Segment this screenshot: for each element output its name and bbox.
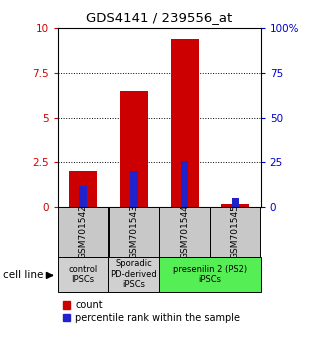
- Bar: [79, 185, 87, 207]
- Bar: [171, 39, 199, 207]
- Text: GSM701543: GSM701543: [129, 204, 138, 259]
- Bar: [109, 207, 159, 257]
- Bar: [159, 207, 210, 257]
- Text: GSM701544: GSM701544: [180, 205, 189, 259]
- Text: presenilin 2 (PS2)
iPSCs: presenilin 2 (PS2) iPSCs: [173, 265, 247, 284]
- Title: GDS4141 / 239556_at: GDS4141 / 239556_at: [86, 11, 232, 24]
- Bar: [58, 257, 109, 292]
- Bar: [232, 198, 239, 207]
- Bar: [181, 161, 188, 207]
- Text: GSM701545: GSM701545: [231, 204, 240, 259]
- Legend: count, percentile rank within the sample: count, percentile rank within the sample: [63, 301, 240, 323]
- Bar: [130, 171, 138, 207]
- Bar: [159, 257, 261, 292]
- Text: GSM701542: GSM701542: [79, 205, 88, 259]
- Bar: [58, 207, 108, 257]
- Bar: [109, 257, 159, 292]
- Text: cell line: cell line: [3, 270, 44, 280]
- Bar: [210, 207, 260, 257]
- Text: Sporadic
PD-derived
iPSCs: Sporadic PD-derived iPSCs: [111, 259, 157, 289]
- Text: control
IPSCs: control IPSCs: [69, 265, 98, 284]
- Bar: [69, 171, 97, 207]
- Bar: [120, 91, 148, 207]
- Bar: [221, 204, 249, 207]
